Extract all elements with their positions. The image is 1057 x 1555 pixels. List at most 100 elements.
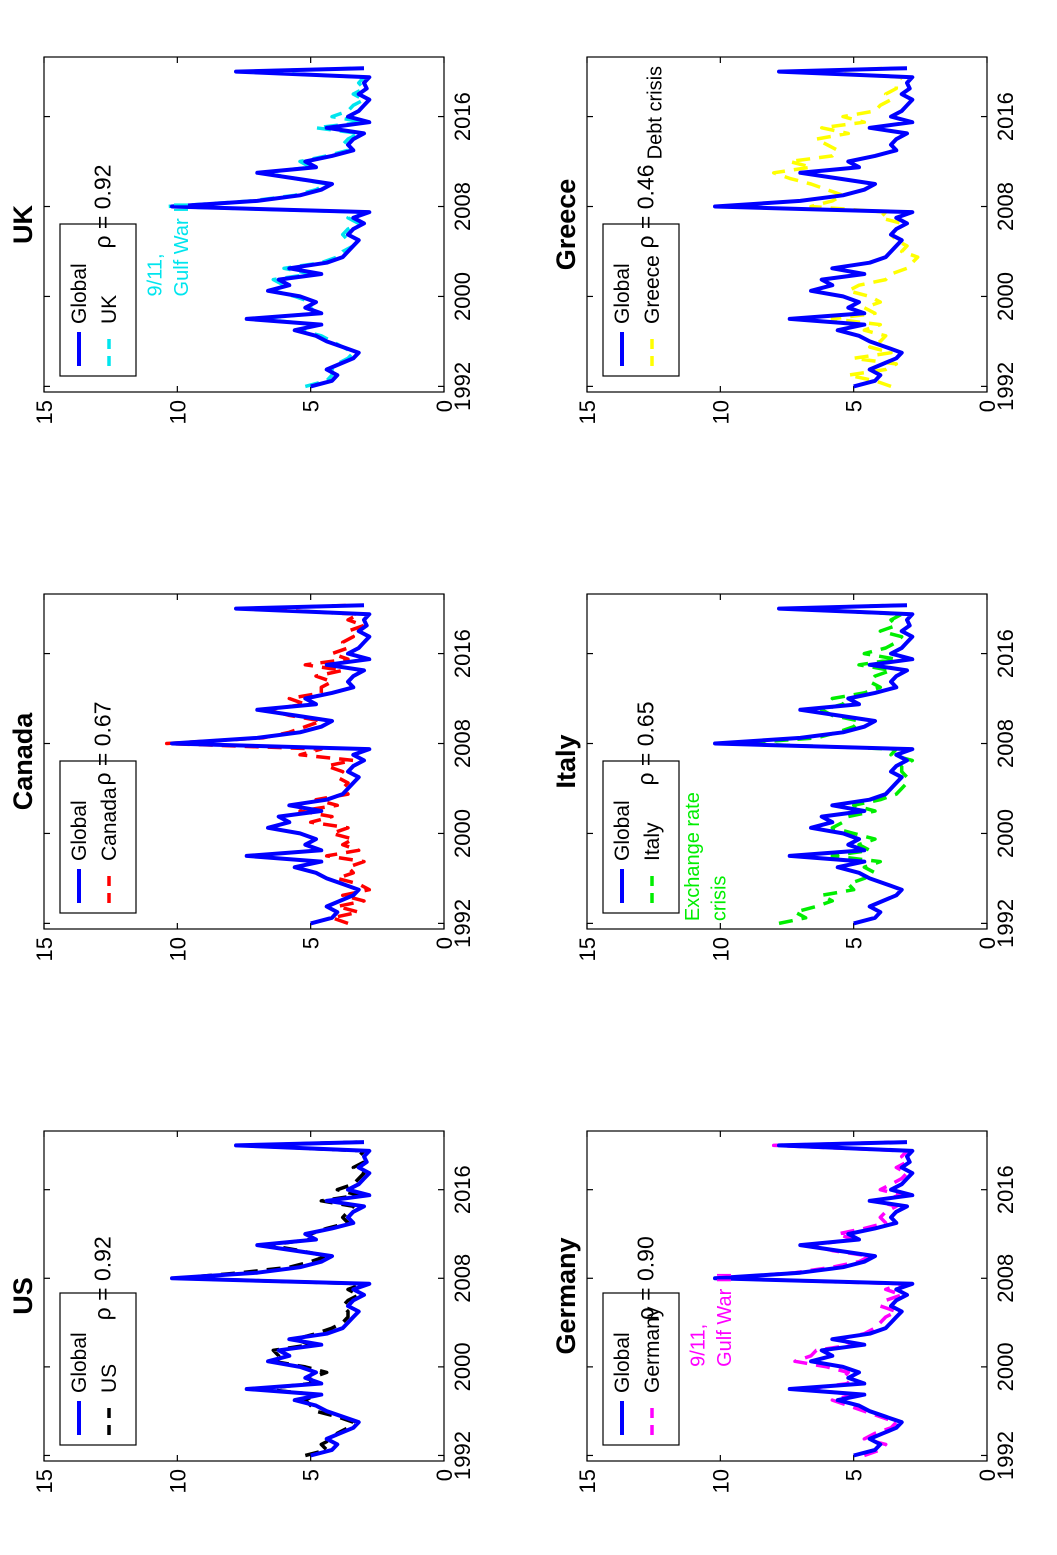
y-tick-label: 5 xyxy=(842,1469,867,1481)
series-line-global xyxy=(713,603,915,926)
annotation-label: Debt crisis xyxy=(645,66,667,159)
panel-title: US xyxy=(8,1277,38,1315)
y-tick-label: 15 xyxy=(575,400,600,424)
panel-title: Italy xyxy=(551,734,581,788)
series-line-global xyxy=(170,1140,372,1458)
series-line-us xyxy=(175,1140,366,1458)
legend: Global Greece xyxy=(602,223,680,377)
panel-canada: Canada 0 5 10 15 1992 2000 2008 2016 Global Canada… xyxy=(8,593,475,961)
panel-greece: Greece 0 5 10 15 1992 2000 2008 2016 Global Greece… xyxy=(551,56,1018,424)
x-tick-label: 2008 xyxy=(450,719,475,768)
x-tick-label: 2008 xyxy=(993,182,1018,231)
x-tick-label: 2008 xyxy=(993,719,1018,768)
correlation-label: ρ = 0.46 xyxy=(633,164,659,248)
y-tick-label: 15 xyxy=(575,1469,600,1493)
legend-label: UK xyxy=(98,295,121,324)
legend-label: Global xyxy=(611,263,634,324)
legend-label: Germany xyxy=(641,1306,664,1393)
correlation-label: ρ = 0.67 xyxy=(90,701,116,785)
y-tick-label: 0 xyxy=(975,937,1000,949)
axes-frame xyxy=(586,56,988,393)
annotation-label: 9/11, xyxy=(687,1324,709,1367)
y-tick-label: 15 xyxy=(575,937,600,961)
x-tick-label: 2016 xyxy=(450,92,475,141)
x-tick-label: 2000 xyxy=(450,1342,475,1391)
y-tick-label: 15 xyxy=(32,937,57,961)
legend: Global Canada xyxy=(59,760,137,914)
y-tick-label: 5 xyxy=(299,400,324,412)
y-tick-label: 10 xyxy=(708,937,733,961)
y-tick-label: 0 xyxy=(432,1469,457,1481)
y-tick-label: 0 xyxy=(432,937,457,949)
panel-uk: UK 0 5 10 15 1992 2000 2008 2016 Global UK ρ = 0.92… xyxy=(8,56,475,424)
series-line-global xyxy=(170,66,372,389)
y-tick-label: 5 xyxy=(842,400,867,412)
panel-italy: Italy 0 5 10 15 1992 2000 2008 2016 Global Italy ρ … xyxy=(551,593,1018,961)
y-tick-label: 5 xyxy=(842,937,867,949)
y-tick-label: 15 xyxy=(32,400,57,424)
legend-label: Greece xyxy=(641,255,664,324)
series-line-italy xyxy=(734,603,915,926)
y-tick-label: 0 xyxy=(975,400,1000,412)
correlation-label: ρ = 0.65 xyxy=(633,701,659,785)
x-tick-label: 2000 xyxy=(450,272,475,321)
x-tick-label: 2000 xyxy=(450,809,475,858)
x-tick-label: 2000 xyxy=(993,809,1018,858)
series-line-global xyxy=(170,603,372,926)
axes-frame xyxy=(43,593,445,930)
legend: Global Germany xyxy=(602,1292,680,1446)
legend: Global Italy xyxy=(602,760,680,914)
x-tick-label: 1992 xyxy=(450,362,475,411)
x-tick-label: 1992 xyxy=(993,1431,1018,1480)
figure-rotated: US 0 5 10 15 1992 2000 2008 2016 Global US ρ = 0.92… xyxy=(8,56,1018,1493)
legend-label: Global xyxy=(68,800,91,861)
y-tick-label: 15 xyxy=(32,1469,57,1493)
legend-label: US xyxy=(98,1364,121,1393)
x-tick-label: 2000 xyxy=(993,272,1018,321)
annotation-label: crisis xyxy=(709,876,731,922)
x-tick-label: 1992 xyxy=(993,899,1018,948)
axes-frame xyxy=(43,1130,445,1462)
x-tick-label: 2016 xyxy=(993,92,1018,141)
x-tick-label: 2016 xyxy=(993,629,1018,678)
annotation-label: 9/11, xyxy=(144,253,166,296)
x-tick-label: 2016 xyxy=(993,1165,1018,1214)
x-tick-label: 1992 xyxy=(993,362,1018,411)
legend-label: Italy xyxy=(641,822,664,861)
series-line-uk xyxy=(164,66,366,389)
y-tick-label: 10 xyxy=(165,1469,190,1493)
x-tick-label: 2000 xyxy=(993,1342,1018,1391)
x-tick-label: 2008 xyxy=(450,1254,475,1303)
y-tick-label: 10 xyxy=(708,1469,733,1493)
series-line-germany xyxy=(718,1140,909,1458)
panel-germany: Germany 0 5 10 15 1992 2000 2008 2016 Global Germa… xyxy=(551,1130,1018,1493)
correlation-label: ρ = 0.90 xyxy=(633,1236,659,1320)
series-line-canada xyxy=(164,603,372,926)
y-tick-label: 10 xyxy=(165,400,190,424)
annotation-label: Gulf War II xyxy=(171,202,193,297)
x-tick-label: 2016 xyxy=(450,629,475,678)
y-tick-label: 10 xyxy=(708,400,733,424)
axes-frame xyxy=(43,56,445,393)
legend-label: Global xyxy=(611,1332,634,1393)
y-tick-label: 5 xyxy=(299,937,324,949)
panel-title: Greece xyxy=(551,179,581,271)
y-tick-label: 0 xyxy=(975,1469,1000,1481)
legend-label: Global xyxy=(68,263,91,324)
series-line-global xyxy=(713,1140,915,1458)
y-tick-label: 10 xyxy=(165,937,190,961)
panel-title: Germany xyxy=(551,1237,581,1354)
y-tick-label: 0 xyxy=(432,400,457,412)
panel-us: US 0 5 10 15 1992 2000 2008 2016 Global US ρ = 0.92 xyxy=(8,1130,475,1493)
correlation-label: ρ = 0.92 xyxy=(90,1236,116,1320)
axes-frame xyxy=(586,593,988,930)
legend-label: Global xyxy=(611,800,634,861)
series-line-global xyxy=(713,66,915,389)
x-tick-label: 1992 xyxy=(450,1431,475,1480)
x-tick-label: 1992 xyxy=(450,899,475,948)
panel-title: UK xyxy=(8,205,38,244)
axes-frame xyxy=(586,1130,988,1462)
legend-label: Global xyxy=(68,1332,91,1393)
legend: Global US xyxy=(59,1292,137,1446)
